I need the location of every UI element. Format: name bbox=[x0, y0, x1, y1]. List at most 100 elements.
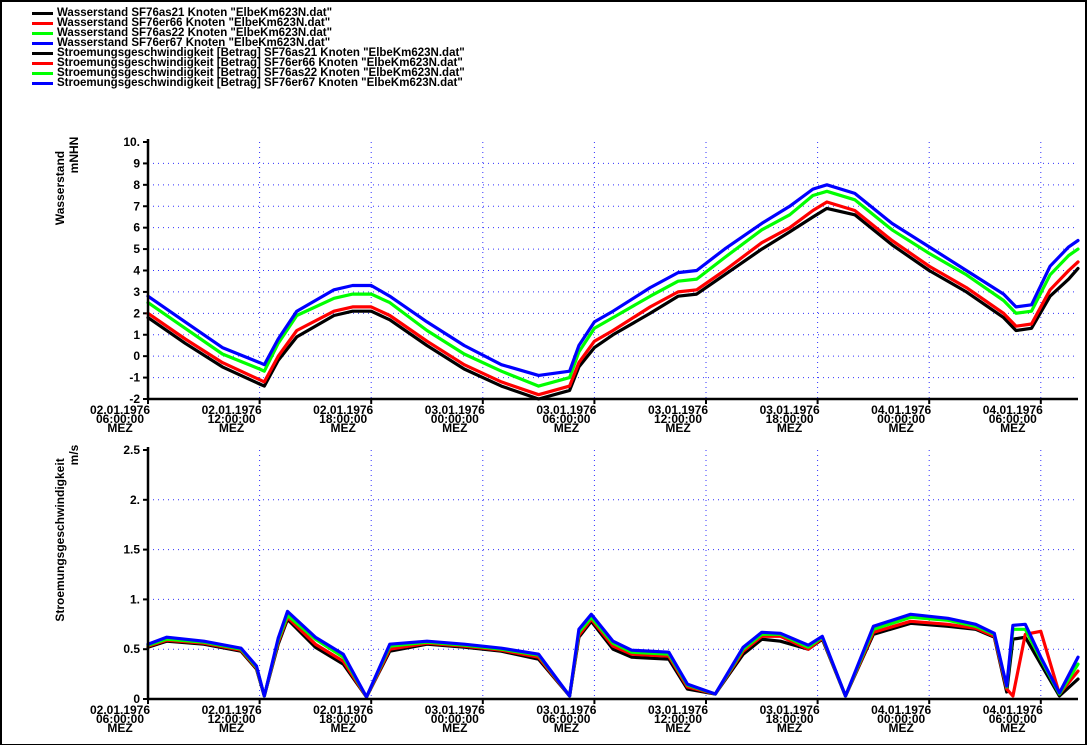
legend-swatch bbox=[32, 41, 53, 45]
legend-item: Stroemungsgeschwindigkeit [Betrag] SF76e… bbox=[32, 76, 465, 89]
x-tick-date: 02.01.1976 bbox=[202, 403, 262, 417]
x-tick-date: 04.01.1976 bbox=[871, 403, 931, 417]
legend-label: Wasserstand SF76er66 Knoten "ElbeKm623N.… bbox=[57, 16, 331, 29]
y-tick-label: 4 bbox=[133, 264, 140, 278]
series-line-1 bbox=[146, 617, 1080, 699]
x-tick-time: 12:00:00 bbox=[654, 412, 702, 426]
legend-swatch bbox=[32, 31, 53, 35]
legend-swatch bbox=[32, 61, 53, 65]
x-tick-label: 02.01.1976 18:00:00 MEZ bbox=[313, 403, 373, 435]
x-tick-label: 03.01.1976 00:00:00 MEZ bbox=[425, 403, 485, 435]
x-tick-label: 02.01.1976 18:00:00 MEZ bbox=[313, 703, 373, 735]
x-tick-date: 02.01.1976 bbox=[90, 703, 150, 717]
x-tick-tz: MEZ bbox=[331, 421, 356, 435]
y-tick-label: 3 bbox=[133, 285, 140, 299]
y-tick-label: 6 bbox=[133, 221, 140, 235]
y-axis-unit: m/s bbox=[67, 444, 81, 465]
x-tick-label: 03.01.1976 06:00:00 MEZ bbox=[536, 703, 596, 735]
y-axis-title: Wasserstand bbox=[53, 151, 67, 225]
y-tick-label: 2 bbox=[133, 306, 140, 320]
legend-swatch bbox=[32, 71, 53, 75]
y-tick-label: 10. bbox=[123, 135, 140, 149]
series-line-4 bbox=[146, 183, 1080, 377]
x-tick-date: 03.01.1976 bbox=[425, 403, 485, 417]
x-tick-tz: MEZ bbox=[442, 721, 467, 735]
x-tick-date: 04.01.1976 bbox=[871, 703, 931, 717]
y-tick-label: 1 bbox=[133, 328, 140, 342]
x-tick-label: 04.01.1976 00:00:00 MEZ bbox=[871, 703, 931, 735]
series-line-2 bbox=[146, 200, 1080, 397]
x-tick-tz: MEZ bbox=[107, 721, 132, 735]
series-line-1 bbox=[146, 206, 1080, 401]
x-tick-tz: MEZ bbox=[554, 421, 579, 435]
series-line-4 bbox=[146, 609, 1080, 699]
x-tick-tz: MEZ bbox=[1000, 421, 1025, 435]
legend-label: Wasserstand SF76as21 Knoten "ElbeKm623N.… bbox=[57, 6, 333, 19]
y-tick-label: -1 bbox=[129, 371, 140, 385]
y-tick-label: 7 bbox=[133, 199, 140, 213]
x-tick-date: 02.01.1976 bbox=[313, 403, 373, 417]
x-tick-tz: MEZ bbox=[219, 721, 244, 735]
legend-label: Stroemungsgeschwindigkeit [Betrag] SF76e… bbox=[57, 56, 463, 69]
x-tick-tz: MEZ bbox=[442, 421, 467, 435]
x-tick-label: 02.01.1976 06:00:00 MEZ bbox=[90, 403, 150, 435]
x-tick-label: 02.01.1976 12:00:00 MEZ bbox=[202, 703, 262, 735]
x-tick-time: 18:00:00 bbox=[319, 412, 367, 426]
x-tick-tz: MEZ bbox=[777, 721, 802, 735]
x-tick-tz: MEZ bbox=[331, 721, 356, 735]
y-tick-label: 1. bbox=[130, 592, 140, 606]
x-tick-tz: MEZ bbox=[219, 421, 244, 435]
legend-swatch bbox=[32, 21, 53, 25]
x-tick-time: 12:00:00 bbox=[654, 712, 702, 726]
legend-item: Stroemungsgeschwindigkeit [Betrag] SF76a… bbox=[32, 46, 465, 59]
y-tick-label: 5 bbox=[133, 242, 140, 256]
legend-item: Stroemungsgeschwindigkeit [Betrag] SF76a… bbox=[32, 66, 465, 79]
x-tick-date: 02.01.1976 bbox=[313, 703, 373, 717]
legend-swatch bbox=[32, 11, 53, 15]
x-tick-tz: MEZ bbox=[889, 721, 914, 735]
series-line-3 bbox=[146, 613, 1080, 699]
y-axis-title: Stroemungsgeschwindigkeit bbox=[53, 458, 67, 621]
x-tick-tz: MEZ bbox=[665, 421, 690, 435]
legend-swatch bbox=[32, 51, 53, 55]
y-tick-label: 0.5 bbox=[123, 642, 140, 656]
x-tick-date: 03.01.1976 bbox=[648, 703, 708, 717]
legend-item: Wasserstand SF76er67 Knoten "ElbeKm623N.… bbox=[32, 37, 465, 48]
x-tick-label: 03.01.1976 00:00:00 MEZ bbox=[425, 703, 485, 735]
x-tick-time: 12:00:00 bbox=[208, 412, 256, 426]
x-tick-tz: MEZ bbox=[889, 421, 914, 435]
legend-label: Wasserstand SF76as22 Knoten "ElbeKm623N.… bbox=[57, 26, 333, 39]
x-tick-date: 02.01.1976 bbox=[202, 703, 262, 717]
x-tick-label: 04.01.1976 06:00:00 MEZ bbox=[983, 703, 1043, 735]
x-tick-tz: MEZ bbox=[554, 721, 579, 735]
x-tick-tz: MEZ bbox=[777, 421, 802, 435]
x-tick-date: 04.01.1976 bbox=[983, 403, 1043, 417]
x-tick-label: 03.01.1976 18:00:00 MEZ bbox=[760, 403, 820, 435]
x-tick-time: 06:00:00 bbox=[542, 412, 590, 426]
x-tick-time: 06:00:00 bbox=[96, 712, 144, 726]
y-tick-label: 9 bbox=[133, 156, 140, 170]
x-tick-time: 18:00:00 bbox=[319, 712, 367, 726]
legend-label: Stroemungsgeschwindigkeit [Betrag] SF76a… bbox=[57, 66, 465, 79]
x-tick-tz: MEZ bbox=[1000, 721, 1025, 735]
x-tick-date: 03.01.1976 bbox=[536, 703, 596, 717]
x-tick-label: 04.01.1976 00:00:00 MEZ bbox=[871, 403, 931, 435]
x-tick-date: 03.01.1976 bbox=[536, 403, 596, 417]
x-tick-label: 03.01.1976 06:00:00 MEZ bbox=[536, 403, 596, 435]
x-tick-date: 03.01.1976 bbox=[648, 403, 708, 417]
x-tick-time: 12:00:00 bbox=[208, 712, 256, 726]
x-tick-label: 04.01.1976 06:00:00 MEZ bbox=[983, 403, 1043, 435]
x-tick-time: 06:00:00 bbox=[989, 412, 1037, 426]
x-tick-date: 03.01.1976 bbox=[760, 703, 820, 717]
x-tick-time: 00:00:00 bbox=[877, 412, 925, 426]
x-tick-date: 02.01.1976 bbox=[90, 403, 150, 417]
x-tick-time: 00:00:00 bbox=[431, 412, 479, 426]
legend-label: Stroemungsgeschwindigkeit [Betrag] SF76a… bbox=[57, 46, 465, 59]
series-line-2 bbox=[146, 615, 1080, 699]
x-tick-time: 18:00:00 bbox=[766, 412, 814, 426]
legend-label: Stroemungsgeschwindigkeit [Betrag] SF76e… bbox=[57, 76, 463, 89]
y-tick-label: 8 bbox=[133, 178, 140, 192]
y-tick-label: 0 bbox=[133, 349, 140, 363]
